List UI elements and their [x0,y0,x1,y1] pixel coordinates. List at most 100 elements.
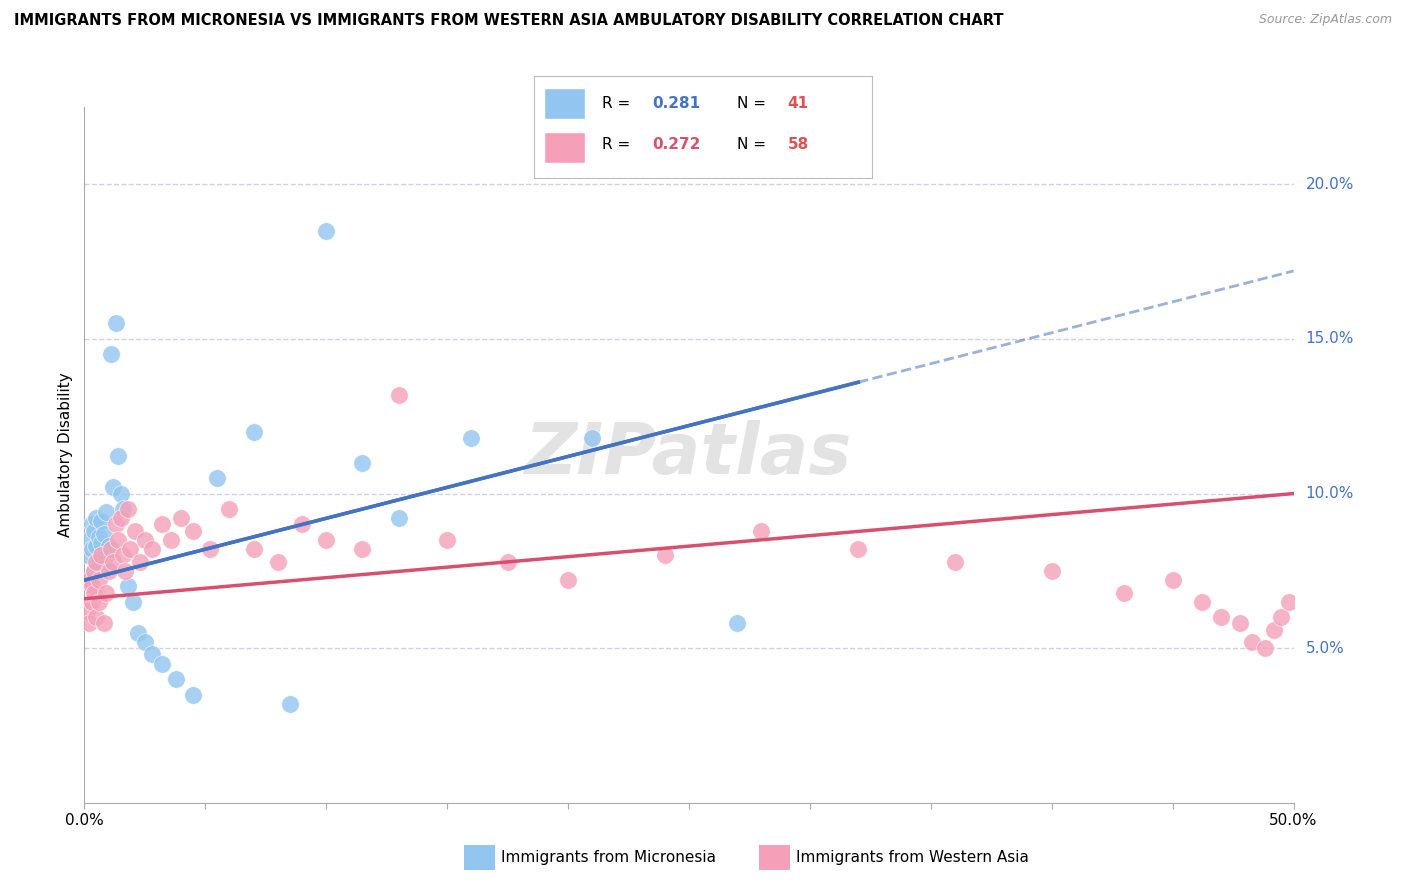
Point [181,688,204,702]
Point [124,524,146,538]
Point [83,585,105,599]
Point [80,595,103,609]
Point [76,549,98,563]
Point [150,517,173,532]
Point [114,564,136,578]
Point [86,610,108,624]
Point [83,564,105,578]
Point [1229,616,1251,631]
Point [557,573,579,587]
Point [93,526,115,541]
Text: R =: R = [602,96,636,111]
Point [751,524,773,538]
Point [581,431,603,445]
Point [496,555,519,569]
Point [87,551,110,566]
Point [165,672,187,686]
Point [1161,573,1184,587]
Y-axis label: Ambulatory Disability: Ambulatory Disability [58,373,73,537]
Point [107,533,129,547]
Point [170,511,193,525]
Point [94,549,117,563]
Point [97,564,120,578]
Point [1114,585,1136,599]
Point [120,542,142,557]
Point [112,549,135,563]
Point [846,542,869,557]
Point [388,387,411,401]
Point [87,595,110,609]
Text: Immigrants from Micronesia: Immigrants from Micronesia [501,850,716,864]
Text: 20.0%: 20.0% [1306,177,1354,192]
Point [100,542,122,557]
Text: 58: 58 [787,137,808,152]
Point [77,533,100,547]
Point [141,648,163,662]
Point [1270,610,1292,624]
Text: 0.272: 0.272 [652,137,700,152]
Point [94,585,117,599]
Point [103,555,125,569]
Point [86,555,108,569]
Point [80,517,103,532]
Point [141,542,163,557]
Point [86,539,108,553]
Point [352,542,374,557]
Point [388,511,411,525]
Point [83,564,105,578]
Point [76,604,98,618]
Point [315,533,337,547]
Text: N =: N = [737,96,770,111]
Point [242,425,264,439]
Point [117,502,139,516]
Text: 10.0%: 10.0% [1306,486,1354,501]
Bar [544,88,585,119]
Point [90,536,112,550]
Point [83,524,105,538]
Point [121,595,143,609]
Point [267,555,290,569]
Point [725,616,748,631]
Point [291,517,314,532]
Point [112,502,135,516]
Point [104,317,127,331]
Point [117,579,139,593]
Text: ZIPatlas: ZIPatlas [526,420,852,490]
Point [436,533,458,547]
Point [87,573,110,587]
Text: R =: R = [602,137,636,152]
Point [127,625,149,640]
Point [110,486,132,500]
Text: N =: N = [737,137,770,152]
Point [1263,623,1285,637]
Point [1278,595,1301,609]
Point [943,555,966,569]
Point [80,542,103,557]
Text: 5.0%: 5.0% [1306,640,1344,656]
Point [207,471,229,485]
Point [242,542,264,557]
Point [1191,595,1213,609]
Point [86,511,108,525]
Point [1209,610,1232,624]
Point [87,530,110,544]
Point [93,561,115,575]
Point [1253,641,1275,656]
Text: 0.281: 0.281 [652,96,700,111]
Point [94,505,117,519]
Point [90,515,112,529]
Point [315,224,337,238]
Point [107,450,129,464]
Point [218,502,240,516]
Text: Source: ZipAtlas.com: Source: ZipAtlas.com [1258,13,1392,27]
Point [352,456,374,470]
Point [104,517,127,532]
Text: 41: 41 [787,96,808,111]
Point [80,579,103,593]
Point [93,616,115,631]
Point [90,549,112,563]
Point [198,542,221,557]
Point [97,539,120,553]
Point [278,697,301,711]
Point [654,549,676,563]
